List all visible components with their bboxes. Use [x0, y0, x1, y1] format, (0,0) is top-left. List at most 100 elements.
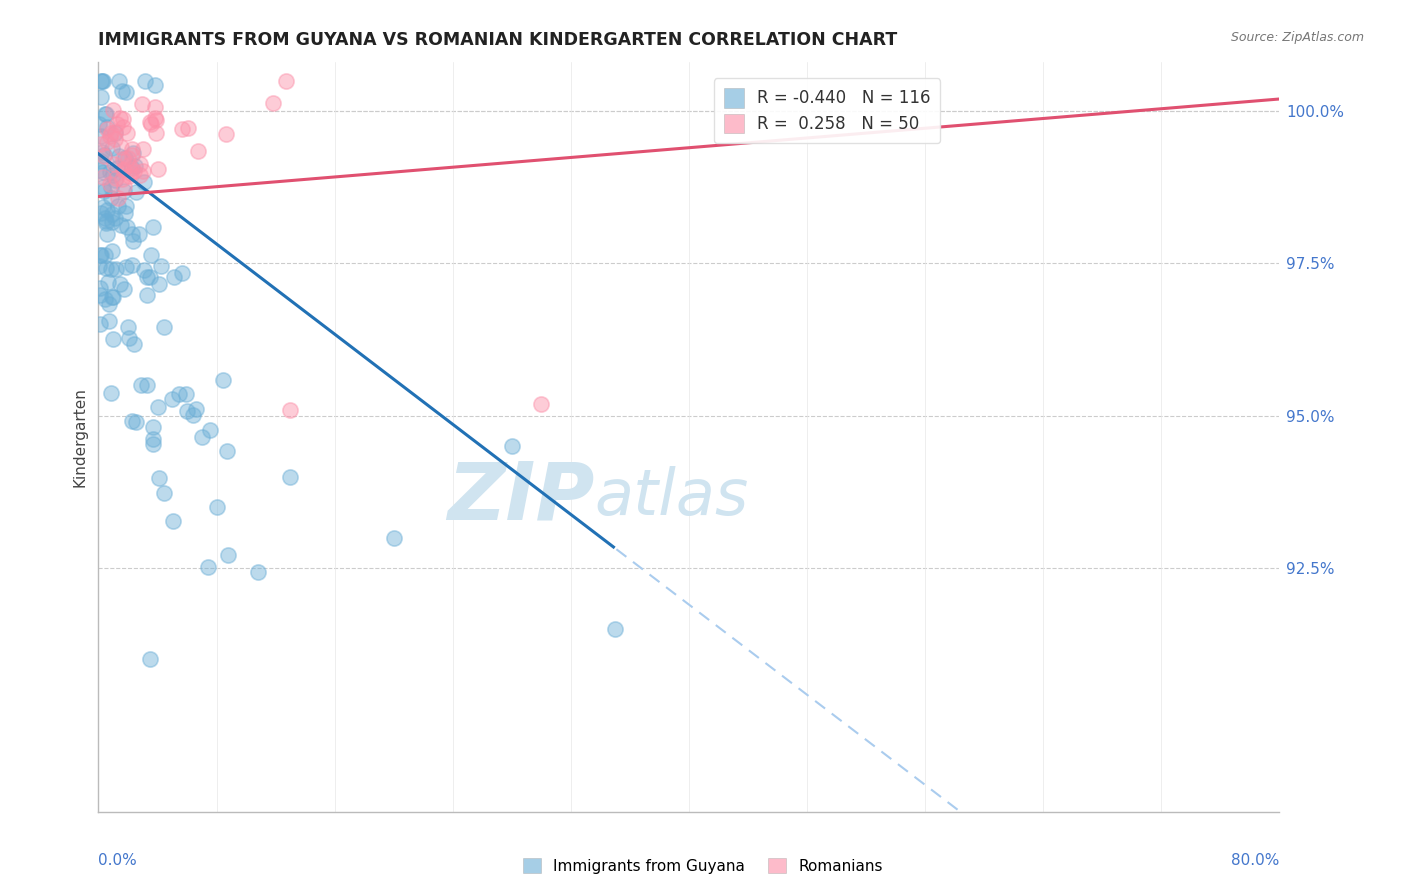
- Point: [108, 73, 131, 87]
- Point: [181, 408, 204, 422]
- Point: [121, 227, 143, 242]
- Point: [129, 157, 152, 171]
- Text: Source: ZipAtlas.com: Source: ZipAtlas.com: [1230, 31, 1364, 45]
- Point: [121, 161, 143, 175]
- Point: [91, 73, 114, 87]
- Point: [501, 439, 523, 453]
- Point: [111, 172, 134, 186]
- Point: [215, 127, 238, 141]
- Point: [162, 514, 184, 528]
- Point: [122, 163, 145, 178]
- Point: [118, 331, 141, 345]
- Point: [89, 248, 111, 262]
- Point: [101, 332, 124, 346]
- Point: [142, 219, 165, 234]
- Point: [93, 148, 115, 162]
- Point: [129, 378, 152, 392]
- Legend: Immigrants from Guyana, Romanians: Immigrants from Guyana, Romanians: [516, 852, 890, 880]
- Point: [89, 259, 111, 273]
- Point: [125, 185, 148, 199]
- Point: [176, 120, 198, 135]
- Point: [176, 403, 198, 417]
- Point: [117, 152, 139, 166]
- Point: [89, 281, 111, 295]
- Point: [89, 287, 111, 301]
- Point: [89, 318, 111, 332]
- Point: [96, 227, 118, 242]
- Point: [89, 117, 111, 131]
- Point: [93, 211, 115, 225]
- Point: [110, 111, 132, 125]
- Point: [146, 161, 169, 176]
- Point: [148, 471, 170, 485]
- Point: [134, 73, 156, 87]
- Point: [108, 149, 131, 163]
- Point: [217, 443, 239, 458]
- Point: [101, 169, 124, 183]
- Point: [120, 166, 142, 180]
- Point: [112, 282, 135, 296]
- Point: [104, 173, 127, 187]
- Point: [101, 141, 124, 155]
- Point: [170, 266, 193, 280]
- Point: [96, 122, 118, 136]
- Point: [176, 387, 198, 401]
- Point: [111, 84, 134, 98]
- Point: [131, 96, 153, 111]
- Point: [139, 269, 162, 284]
- Point: [117, 219, 139, 234]
- Point: [90, 248, 112, 262]
- Point: [135, 269, 157, 284]
- Legend: R = -0.440   N = 116, R =  0.258   N = 50: R = -0.440 N = 116, R = 0.258 N = 50: [714, 78, 941, 144]
- Point: [89, 162, 111, 177]
- Point: [125, 416, 148, 430]
- Point: [124, 159, 146, 173]
- Point: [107, 191, 129, 205]
- Point: [98, 165, 121, 179]
- Point: [112, 120, 135, 134]
- Point: [96, 135, 118, 149]
- Point: [104, 171, 127, 186]
- Point: [114, 260, 136, 274]
- Point: [111, 112, 134, 126]
- Point: [121, 148, 143, 162]
- Point: [198, 423, 221, 437]
- Point: [107, 199, 129, 213]
- Point: [112, 185, 135, 199]
- Point: [217, 548, 239, 562]
- Point: [112, 178, 135, 193]
- Point: [172, 122, 194, 136]
- Point: [101, 291, 124, 305]
- Point: [100, 126, 122, 140]
- Point: [121, 414, 143, 428]
- Point: [100, 179, 122, 194]
- Point: [605, 622, 627, 636]
- Point: [274, 73, 297, 87]
- Point: [90, 145, 112, 160]
- Point: [103, 291, 125, 305]
- Point: [143, 99, 166, 113]
- Point: [138, 115, 160, 129]
- Point: [186, 401, 208, 416]
- Point: [148, 277, 170, 292]
- Point: [104, 211, 127, 226]
- Point: [128, 227, 150, 242]
- Point: [145, 112, 167, 127]
- Point: [104, 262, 127, 277]
- Point: [110, 219, 132, 233]
- Point: [136, 288, 159, 302]
- Point: [94, 214, 117, 228]
- Point: [104, 125, 127, 139]
- Point: [114, 206, 136, 220]
- Point: [101, 215, 124, 229]
- Point: [91, 165, 114, 179]
- Point: [112, 153, 135, 167]
- Point: [163, 270, 186, 285]
- Point: [121, 258, 143, 272]
- Point: [121, 142, 143, 156]
- Point: [91, 73, 114, 87]
- Point: [132, 164, 155, 178]
- Point: [153, 486, 176, 500]
- Text: 80.0%: 80.0%: [1232, 853, 1279, 868]
- Point: [93, 149, 115, 163]
